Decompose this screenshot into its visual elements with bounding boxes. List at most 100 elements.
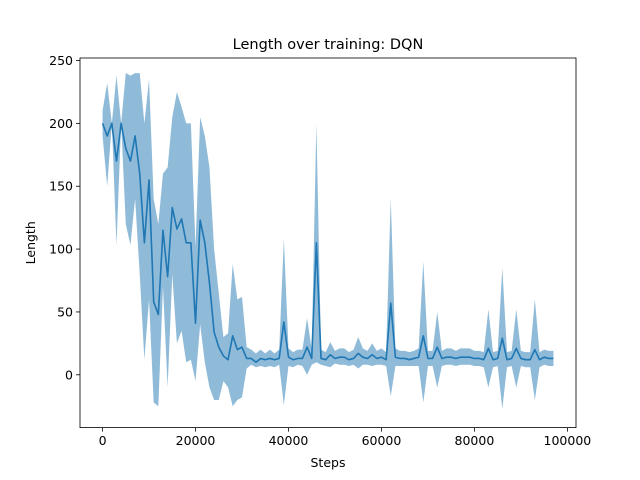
data-point [232,335,234,337]
data-point [492,359,494,361]
x-tick-label: 60000 [362,433,402,448]
x-axis-ticks: 0 20000 40000 60000 80000 100000 [99,427,592,448]
data-point [320,358,322,360]
x-tick-label: 40000 [269,433,309,448]
data-point [102,123,104,125]
data-point [404,358,406,360]
data-point [213,331,215,333]
data-point [199,219,201,221]
data-point [260,358,262,360]
data-point [357,353,359,355]
std-band-0 [102,73,554,409]
data-point [246,358,248,360]
data-point [209,282,211,284]
data-point [167,276,169,278]
data-point [162,229,164,231]
data-point [278,358,280,360]
data-point [478,358,480,360]
data-point [111,123,113,125]
data-point [330,354,332,356]
data-point [343,356,345,358]
data-point [251,358,253,360]
data-point [353,358,355,360]
data-point [204,242,206,244]
data-point [176,228,178,230]
data-point [269,358,271,360]
mean-line-layer [101,122,555,364]
data-point [469,356,471,358]
mean-line-0 [101,122,554,364]
x-tick-label: 100000 [544,433,592,448]
data-point [543,356,545,358]
data-point [116,160,118,162]
data-point [241,346,243,348]
data-point [181,218,183,220]
data-point [134,135,136,137]
data-point [553,358,555,360]
data-point [288,356,290,358]
data-point [483,359,485,361]
data-point [371,354,373,356]
data-point [264,359,266,361]
data-point [511,358,513,360]
data-point [144,242,146,244]
data-point [227,359,229,361]
y-tick-label: 0 [65,367,73,382]
data-point [502,338,504,340]
data-point [534,349,536,351]
data-point [525,359,527,361]
data-point [325,359,327,361]
data-point [497,358,499,360]
data-point [302,358,304,360]
data-point [446,356,448,358]
data-point [520,358,522,360]
data-point [450,356,452,358]
chart-title: Length over training: DQN [233,37,424,53]
data-point [436,346,438,348]
data-point [539,359,541,361]
data-point [223,355,225,357]
data-point [185,242,187,244]
data-point [195,322,197,324]
data-point [120,123,122,125]
data-point [153,301,155,303]
data-point [306,346,308,348]
data-point [255,361,257,363]
data-point [460,356,462,358]
data-point [529,359,531,361]
data-point [548,358,550,360]
y-axis-label: Length [23,221,38,264]
data-point [464,356,466,358]
data-point [148,179,150,181]
y-tick-label: 200 [49,116,73,131]
data-point [311,358,313,360]
data-point [399,358,401,360]
data-point [362,356,364,358]
data-point [106,135,108,137]
data-point [334,358,336,360]
y-axis-ticks: 0 50 100 150 200 250 [49,53,80,382]
data-point [506,359,508,361]
data-point [441,358,443,360]
data-point [339,356,341,358]
data-point [488,348,490,350]
data-point [218,346,220,348]
y-tick-label: 150 [49,179,73,194]
data-point [390,302,392,304]
data-point [385,359,387,361]
data-point [237,349,239,351]
data-point [427,358,429,360]
x-axis-label: Steps [311,455,346,470]
x-tick-label: 0 [99,433,107,448]
data-point [423,335,425,337]
std-band-layer [102,73,554,409]
data-point [455,358,457,360]
data-point [292,359,294,361]
data-point [297,358,299,360]
y-tick-label: 100 [49,242,73,257]
data-point [395,356,397,358]
data-point [158,314,160,316]
data-point [367,358,369,360]
y-tick-label: 250 [49,53,73,68]
